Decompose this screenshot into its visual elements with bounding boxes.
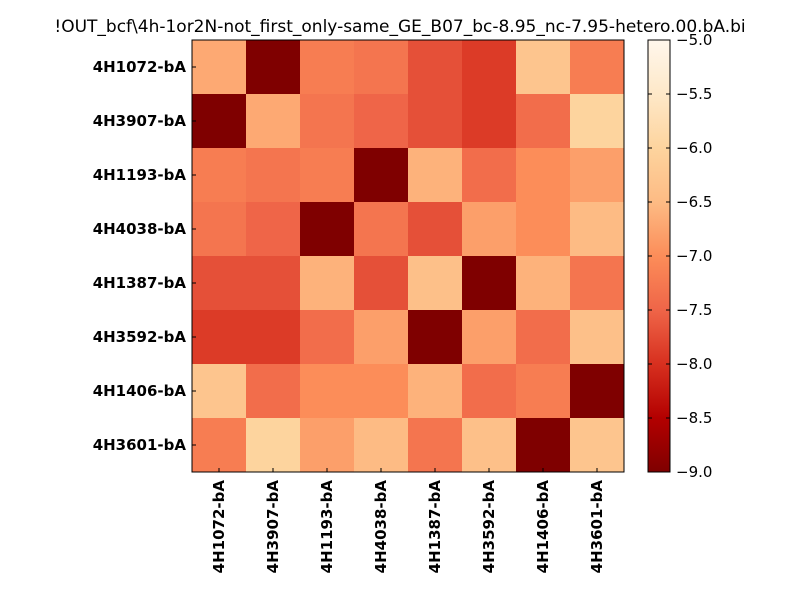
colorbar-tick-label: −9.0 — [676, 463, 712, 481]
row-label: 4H1072-bA — [93, 58, 187, 76]
heatmap-cell — [354, 94, 409, 149]
heatmap-cell — [516, 418, 571, 473]
heatmap-cell — [408, 310, 463, 365]
plot-frame — [191, 39, 625, 473]
heatmap-cell — [246, 418, 301, 473]
heatmap-cell — [246, 256, 301, 311]
heatmap-cell — [408, 256, 463, 311]
heatmap-cell — [192, 310, 247, 365]
column-label: 4H3907-bA — [264, 480, 282, 574]
heatmap-cell — [300, 310, 355, 365]
heatmap-cell — [300, 364, 355, 419]
colorbar-tick-label: −5.0 — [676, 31, 712, 49]
heatmap-cell — [354, 364, 409, 419]
heatmap-cell — [408, 148, 463, 203]
heatmap-cell — [192, 256, 247, 311]
heatmap-cell — [408, 418, 463, 473]
heatmap-cell — [570, 202, 625, 257]
heatmap-cell — [516, 94, 571, 149]
column-label: 4H1387-bA — [426, 480, 444, 574]
heatmap-cell — [354, 202, 409, 257]
heatmap-cell — [192, 202, 247, 257]
colorbar-tick-label: −8.5 — [676, 409, 712, 427]
row-label: 4H3592-bA — [93, 328, 187, 346]
row-label: 4H1193-bA — [93, 166, 187, 184]
heatmap-cell — [570, 364, 625, 419]
heatmap-cell — [300, 40, 355, 95]
heatmap-cell — [354, 256, 409, 311]
column-label: 4H1072-bA — [210, 480, 228, 574]
heatmap-cell — [462, 40, 517, 95]
heatmap-cell — [300, 256, 355, 311]
heatmap-cell — [570, 256, 625, 311]
heatmap-cell — [246, 310, 301, 365]
heatmap-cell — [246, 202, 301, 257]
heatmap-cell — [408, 40, 463, 95]
column-label: 4H1193-bA — [318, 480, 336, 574]
column-label: 4H3592-bA — [480, 480, 498, 574]
heatmap-cell — [462, 148, 517, 203]
heatmap-cell — [516, 40, 571, 95]
row-label: 4H4038-bA — [93, 220, 187, 238]
column-label: 4H3601-bA — [588, 480, 606, 574]
column-label: 4H1406-bA — [534, 480, 552, 574]
heatmap-cell — [192, 94, 247, 149]
column-label: 4H4038-bA — [372, 480, 390, 574]
heatmap-cell — [570, 310, 625, 365]
row-label: 4H1387-bA — [93, 274, 187, 292]
row-label: 4H1406-bA — [93, 382, 187, 400]
colorbar-tick-label: −5.5 — [676, 85, 712, 103]
heatmap-cell — [408, 202, 463, 257]
heatmap-cell — [246, 40, 301, 95]
colorbar-tick-label: −6.0 — [676, 139, 712, 157]
heatmap-cell — [192, 364, 247, 419]
heatmap-cell — [570, 418, 625, 473]
heatmap-cell — [516, 256, 571, 311]
heatmap-cell — [516, 310, 571, 365]
heatmap-cell — [300, 94, 355, 149]
heatmap-cell — [570, 148, 625, 203]
heatmap-cell — [462, 364, 517, 419]
heatmap-cell — [570, 94, 625, 149]
heatmap-cell — [462, 256, 517, 311]
heatmap-cell — [192, 148, 247, 203]
colorbar-tick-label: −6.5 — [676, 193, 712, 211]
heatmap-cell — [408, 364, 463, 419]
heatmap-cell — [462, 202, 517, 257]
heatmap-cell — [300, 202, 355, 257]
heatmap-cell — [462, 418, 517, 473]
heatmap-cell — [462, 94, 517, 149]
heatmap-cell — [354, 148, 409, 203]
heatmap-cell — [516, 202, 571, 257]
heatmap-cell — [192, 418, 247, 473]
heatmap-cell — [300, 418, 355, 473]
heatmap-cell — [246, 148, 301, 203]
heatmap-cell — [246, 364, 301, 419]
heatmap-cell — [462, 310, 517, 365]
heatmap-cell — [354, 418, 409, 473]
heatmap-cell — [246, 94, 301, 149]
row-label: 4H3601-bA — [93, 436, 187, 454]
heatmap-cell — [408, 94, 463, 149]
heatmap-cell — [300, 148, 355, 203]
chart-title: !OUT_bcf\4h-1or2N-not_first_only-same_GE… — [54, 17, 745, 37]
heatmap-cell — [354, 40, 409, 95]
heatmap-cell — [516, 148, 571, 203]
heatmap-cell — [192, 40, 247, 95]
row-label: 4H3907-bA — [93, 112, 187, 130]
heatmap-cell — [570, 40, 625, 95]
heatmap-cell — [354, 310, 409, 365]
heatmap-cell — [516, 364, 571, 419]
colorbar-tick-label: −7.0 — [676, 247, 712, 265]
colorbar-tick-label: −7.5 — [676, 301, 712, 319]
colorbar-tick-label: −8.0 — [676, 355, 712, 373]
